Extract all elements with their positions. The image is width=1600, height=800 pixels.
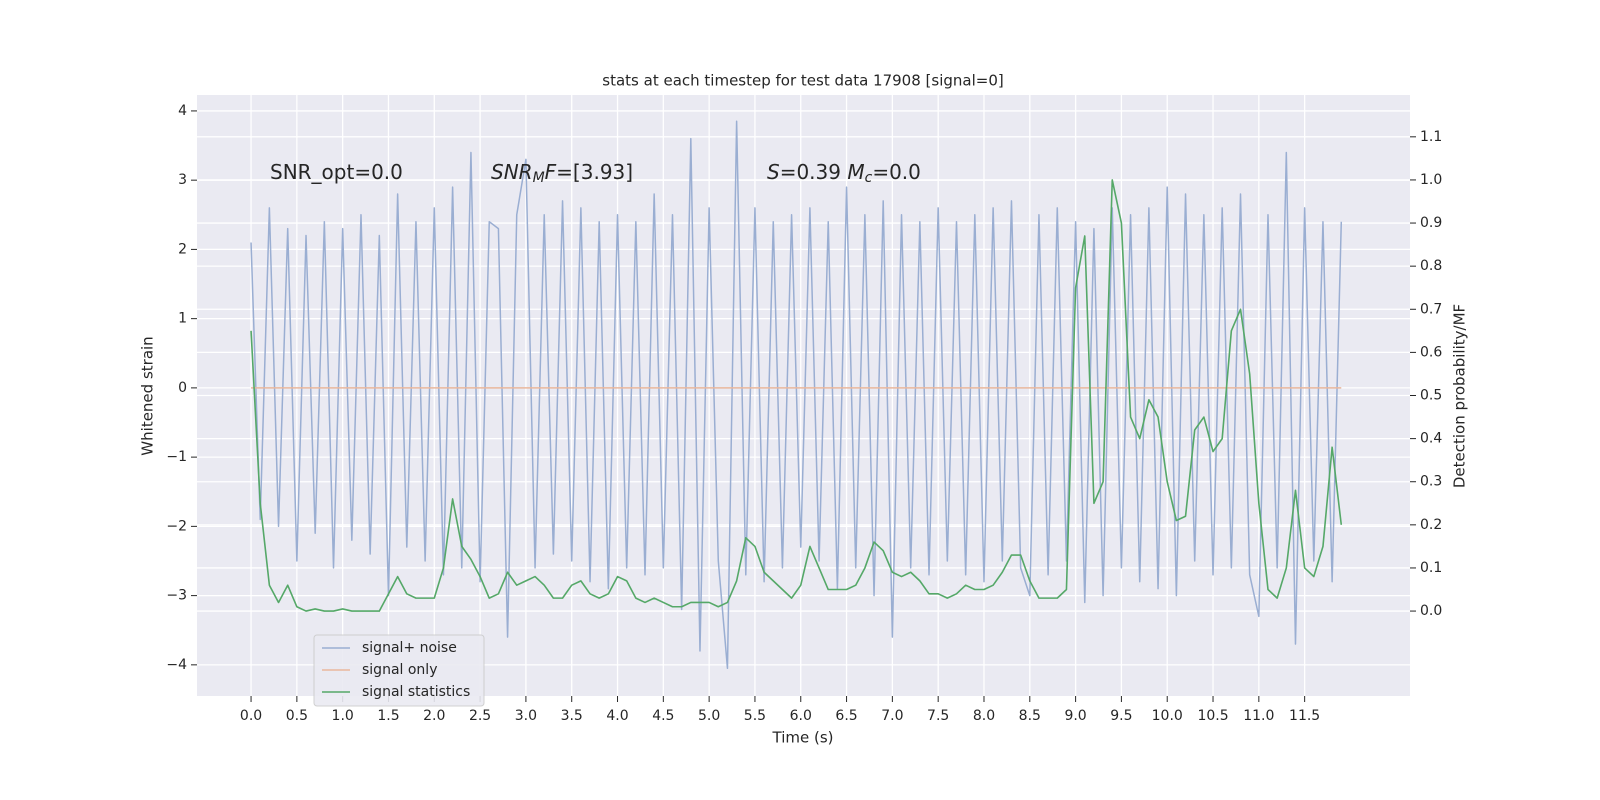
y2-tick-label: 0.9	[1420, 215, 1442, 231]
x-tick-label: 11.0	[1243, 708, 1274, 724]
x-tick-label: 1.5	[377, 708, 399, 724]
annotation-part: =[3.93]	[556, 160, 633, 184]
annotation-part: =0.0	[872, 160, 921, 184]
x-tick-label: 9.0	[1064, 708, 1086, 724]
y2-tick-label: 0.7	[1420, 301, 1442, 317]
x-tick-label: 5.0	[698, 708, 720, 724]
x-tick-label: 3.0	[515, 708, 537, 724]
legend-box	[313, 634, 485, 707]
x-tick-label: 2.0	[423, 708, 445, 724]
annotation-part: c	[865, 170, 873, 186]
legend-label: signal only	[362, 662, 437, 678]
annotation-part: S	[767, 160, 780, 184]
series-line	[250, 120, 1343, 670]
y-tick-label: −4	[166, 657, 187, 673]
y2-tick-label: 0.1	[1420, 560, 1442, 576]
y2-tick-label: 0.3	[1420, 474, 1442, 490]
x-tick-label: 0.5	[286, 708, 308, 724]
legend-label: signal statistics	[362, 684, 470, 700]
y2-tick-label: 0.6	[1420, 344, 1442, 360]
annotation-part: SNR	[491, 160, 533, 184]
y2-tick-label: 0.4	[1420, 431, 1442, 447]
chart-title: stats at each timestep for test data 179…	[602, 72, 1003, 90]
x-tick-label: 8.0	[973, 708, 995, 724]
x-tick-label: 1.0	[332, 708, 354, 724]
y2-tick-label: 1.0	[1420, 172, 1442, 188]
annotation-part: M	[533, 170, 545, 186]
y-tick-label: −3	[166, 588, 187, 604]
annotation: SNR_opt=0.0	[270, 160, 403, 184]
y2-axis-label: Detection probability/MF	[1451, 304, 1469, 488]
y-axis-label: Whitened strain	[139, 336, 157, 455]
x-tick-label: 2.5	[469, 708, 491, 724]
annotation-part: F=[3.93]	[545, 160, 633, 184]
annotation-part: SNR_opt=0.0	[270, 160, 403, 184]
y2-tick-label: 0.8	[1420, 258, 1442, 274]
x-tick-label: 10.5	[1197, 708, 1228, 724]
series-line	[250, 179, 1343, 612]
y2-tick-label: 0.5	[1420, 388, 1442, 404]
grid-layer	[197, 95, 1410, 696]
x-tick-label: 6.0	[790, 708, 812, 724]
y-tick-label: −2	[166, 518, 187, 534]
y-tick-label: 1	[178, 311, 187, 327]
x-tick-label: 9.5	[1110, 708, 1132, 724]
x-tick-label: 0.0	[240, 708, 262, 724]
y-tick-label: 4	[178, 103, 187, 119]
annotation: SNRMF=[3.93]	[491, 160, 633, 187]
x-tick-label: 6.5	[835, 708, 857, 724]
y-tick-label: 3	[178, 172, 187, 188]
x-tick-label: 7.0	[881, 708, 903, 724]
y2-tick-label: 0.0	[1420, 603, 1442, 619]
x-axis-label: Time (s)	[772, 729, 834, 747]
x-tick-label: 4.0	[606, 708, 628, 724]
x-tick-label: 5.5	[744, 708, 766, 724]
x-tick-label: 8.5	[1019, 708, 1041, 724]
annotation-part: F	[545, 160, 557, 184]
x-tick-label: 4.5	[652, 708, 674, 724]
y-tick-label: 2	[178, 241, 187, 257]
y-tick-label: 0	[178, 380, 187, 396]
y2-tick-label: 1.1	[1420, 129, 1442, 145]
y2-tick-label: 0.2	[1420, 517, 1442, 533]
annotation: S=0.39 Mc=0.0	[767, 160, 921, 187]
annotation-part: =0.39	[780, 160, 848, 184]
annotation-part: M	[847, 160, 864, 184]
x-tick-label: 3.5	[561, 708, 583, 724]
legend-label: signal+ noise	[362, 640, 457, 656]
y-tick-label: −1	[166, 449, 187, 465]
data-layer	[250, 120, 1343, 670]
x-tick-label: 10.0	[1152, 708, 1183, 724]
x-tick-label: 11.5	[1289, 708, 1320, 724]
x-tick-label: 7.5	[927, 708, 949, 724]
